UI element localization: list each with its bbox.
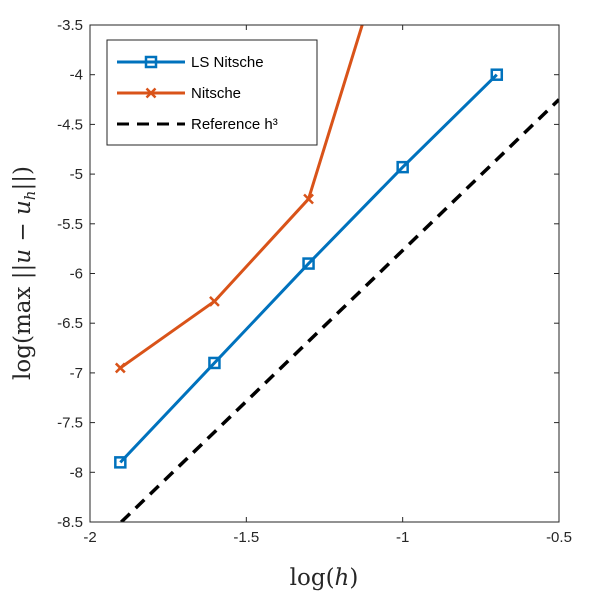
y-tick-label: -5 [70, 166, 83, 183]
y-tick-label: -4 [70, 67, 83, 84]
data-layer [114, 25, 559, 522]
series-line-reference-h [120, 98, 559, 522]
y-axis-label: log(max ||u − uh||) [10, 166, 39, 380]
y-tick-label: -6.5 [57, 315, 83, 332]
series-group [119, 25, 559, 522]
legend-label: Nitsche [191, 85, 241, 102]
y-tick-label: -8 [70, 464, 83, 481]
x-marker-stroke [209, 295, 220, 307]
data-point-square [208, 356, 221, 370]
x-tick-label: -1 [396, 529, 409, 546]
x-axis-label: log(h) [290, 565, 359, 591]
data-point-x [209, 295, 220, 307]
y-tick-label: -8.5 [57, 514, 83, 531]
legend-marker-x [145, 87, 157, 99]
x-marker-stroke [303, 193, 314, 205]
x-tick-label: -2 [83, 529, 96, 546]
x-marker-stroke [114, 362, 126, 374]
x-tick-label: -1.5 [233, 529, 259, 546]
series-line-ls-nitsche [119, 73, 498, 464]
y-tick-label: -7.5 [57, 415, 83, 432]
axes-layer: -2 -1.5 -1 -0.5 -3.5 -4 -4.5 -5 -5.5 -6 -6.5 -7 -7.5… [57, 17, 572, 546]
y-tick-label: -4.5 [57, 116, 83, 133]
series-line-nitsche [119, 25, 364, 370]
y-tick-label: -6 [70, 266, 83, 283]
data-point-x [114, 362, 126, 374]
legend: LS Nitsche Nitsche Reference h³ [106, 39, 318, 146]
data-point-x [303, 193, 314, 205]
y-tick-label: -3.5 [57, 17, 83, 34]
legend-marker-square [144, 55, 158, 69]
legend-label: Reference h³ [191, 116, 278, 133]
x-tick-label: -0.5 [546, 529, 572, 546]
y-tick-label: -5.5 [57, 216, 83, 233]
y-tick-label: -7 [70, 365, 83, 382]
data-point-square [396, 160, 409, 174]
data-point-square [490, 68, 504, 81]
legend-label: LS Nitsche [191, 54, 264, 71]
data-point-square [302, 257, 315, 270]
data-point-square [114, 456, 127, 469]
